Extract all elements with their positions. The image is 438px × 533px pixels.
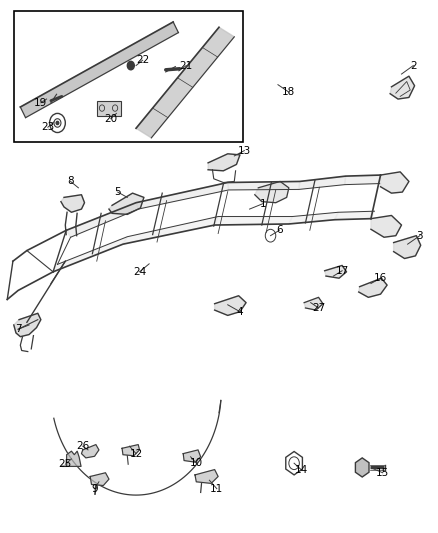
Text: 8: 8: [67, 176, 74, 187]
Text: 6: 6: [276, 225, 283, 236]
Polygon shape: [325, 265, 346, 278]
Text: 7: 7: [15, 324, 21, 334]
Polygon shape: [66, 203, 138, 237]
Text: 14: 14: [294, 465, 308, 474]
Text: 12: 12: [129, 449, 143, 458]
Text: 9: 9: [91, 484, 98, 494]
Text: 18: 18: [282, 87, 296, 97]
Polygon shape: [215, 296, 246, 316]
Polygon shape: [61, 195, 85, 212]
Polygon shape: [304, 297, 323, 310]
Polygon shape: [90, 473, 109, 486]
Polygon shape: [335, 211, 374, 220]
Polygon shape: [381, 172, 409, 193]
Polygon shape: [208, 154, 240, 171]
Polygon shape: [183, 450, 201, 462]
Text: 15: 15: [376, 468, 389, 478]
Text: 23: 23: [41, 122, 54, 132]
Bar: [14, 11, 243, 142]
Polygon shape: [122, 445, 140, 456]
Polygon shape: [289, 212, 338, 224]
Polygon shape: [359, 278, 387, 297]
Polygon shape: [195, 470, 218, 483]
Polygon shape: [345, 175, 381, 184]
Polygon shape: [255, 181, 289, 203]
Text: 25: 25: [59, 459, 72, 469]
Text: 24: 24: [133, 267, 146, 277]
Text: 4: 4: [237, 306, 243, 317]
Polygon shape: [14, 313, 41, 337]
Polygon shape: [228, 181, 300, 190]
Polygon shape: [20, 22, 178, 118]
Text: 21: 21: [180, 61, 193, 70]
Text: 13: 13: [238, 146, 251, 156]
Polygon shape: [136, 182, 229, 209]
Circle shape: [127, 61, 134, 70]
Polygon shape: [123, 216, 218, 244]
Polygon shape: [390, 76, 415, 99]
Polygon shape: [299, 176, 346, 189]
Polygon shape: [394, 236, 421, 259]
Polygon shape: [81, 445, 99, 458]
Circle shape: [56, 122, 59, 125]
Text: 1: 1: [259, 199, 266, 209]
Text: 27: 27: [312, 303, 325, 313]
Text: 16: 16: [374, 273, 387, 283]
Text: 3: 3: [417, 231, 423, 241]
Text: 19: 19: [34, 98, 47, 108]
Polygon shape: [371, 215, 402, 237]
Text: 20: 20: [104, 114, 117, 124]
Polygon shape: [53, 237, 127, 272]
Text: 2: 2: [410, 61, 417, 70]
Polygon shape: [215, 216, 292, 225]
Polygon shape: [355, 458, 369, 477]
Polygon shape: [136, 27, 234, 138]
Text: 11: 11: [210, 484, 223, 494]
Text: 10: 10: [190, 458, 203, 468]
Text: 5: 5: [114, 187, 121, 197]
Text: 22: 22: [136, 55, 149, 65]
Bar: [97, 101, 121, 116]
Polygon shape: [109, 193, 144, 214]
Text: 26: 26: [76, 441, 89, 451]
Text: 17: 17: [336, 266, 349, 276]
Polygon shape: [62, 451, 81, 466]
